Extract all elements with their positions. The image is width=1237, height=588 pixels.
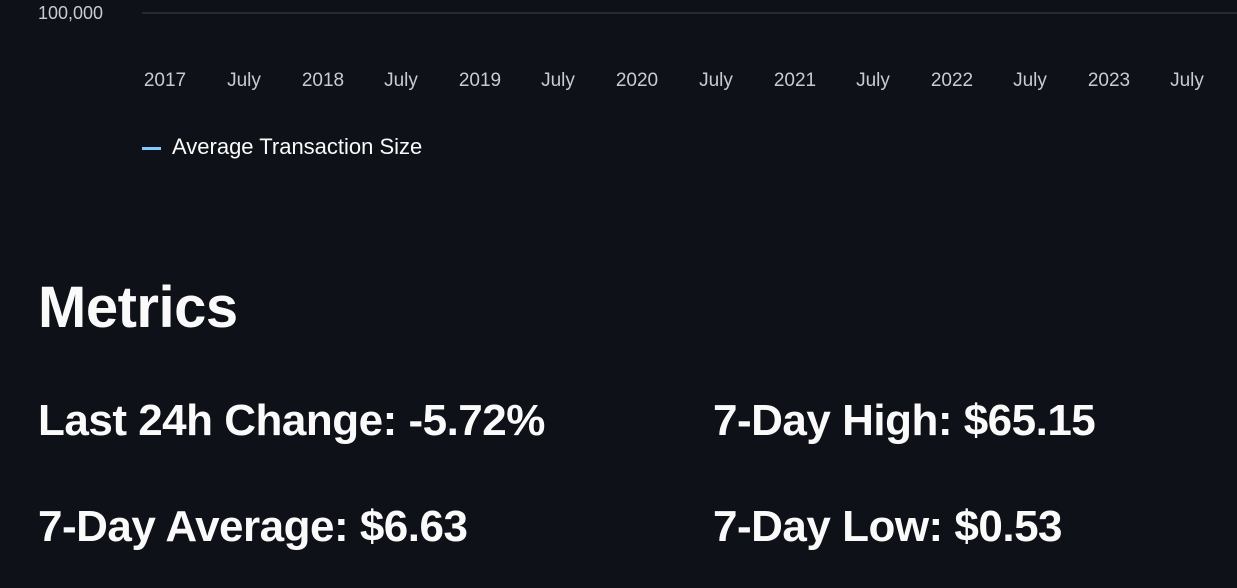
transaction-size-chart[interactable]: 100,000 2017 July 2018 July 2019 July 20… xyxy=(0,0,1237,200)
x-tick-label: July xyxy=(541,70,575,91)
x-tick-label: 2019 xyxy=(458,70,502,91)
x-tick-label: 2022 xyxy=(930,70,974,91)
legend-swatch xyxy=(142,146,161,150)
metrics-heading: Metrics xyxy=(38,275,238,340)
seven-day-low-metric: 7-Day Low: $0.53 xyxy=(713,502,1063,551)
x-tick-label: 2018 xyxy=(301,70,345,91)
y-gridline xyxy=(142,12,1237,14)
seven-day-average-metric: 7-Day Average: $6.63 xyxy=(38,502,468,551)
x-tick-label: 2020 xyxy=(615,70,659,91)
x-tick-label: 2023 xyxy=(1087,70,1131,91)
seven-day-high-metric: 7-Day High: $65.15 xyxy=(713,396,1096,445)
x-tick-label: July xyxy=(384,70,418,91)
x-tick-label: July xyxy=(856,70,890,91)
x-tick-label: July xyxy=(699,70,733,91)
x-axis: 2017 July 2018 July 2019 July 2020 July … xyxy=(0,70,1237,96)
y-tick-label: 100,000 xyxy=(38,3,104,23)
last-24h-change-metric: Last 24h Change: -5.72% xyxy=(38,396,545,445)
x-tick-label: July xyxy=(227,70,261,91)
chart-legend[interactable]: Average Transaction Size xyxy=(142,134,422,160)
x-tick-label: July xyxy=(1013,70,1047,91)
x-tick-label: 2017 xyxy=(143,70,187,91)
x-tick-label: July xyxy=(1170,70,1204,91)
x-tick-label: 2021 xyxy=(773,70,817,91)
legend-label: Average Transaction Size xyxy=(172,134,423,159)
